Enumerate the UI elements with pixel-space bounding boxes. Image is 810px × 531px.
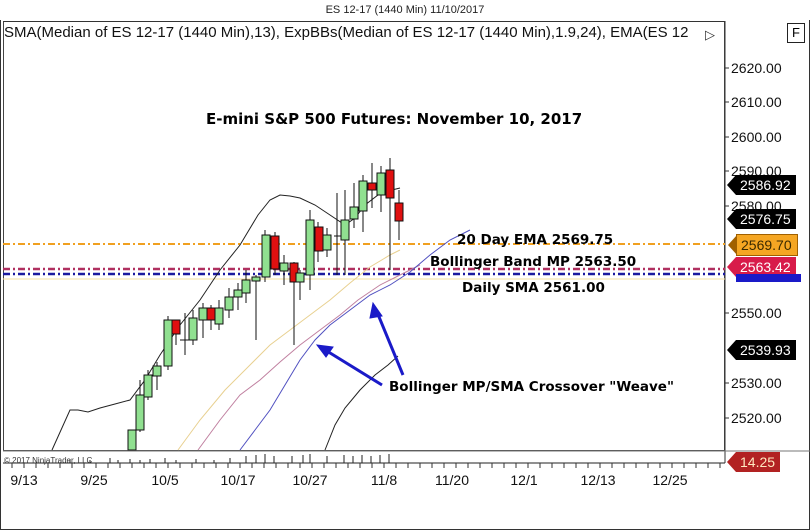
y-label: 2520.00 [731, 410, 782, 426]
sma-annotation: Daily SMA 2561.00 [462, 280, 605, 296]
volume-bars [69, 454, 390, 463]
bb-mp-annotation: Bollinger Band MP 2563.50 [430, 254, 637, 270]
weave-annotation: Bollinger MP/SMA Crossover "Weave" [389, 379, 674, 395]
indicator-label: SMA(Median of ES 12-17 (1440 Min),13), E… [4, 24, 689, 41]
ema-annotation: 20 Day EMA 2569.75 [457, 232, 614, 248]
y-label: 2530.00 [731, 375, 782, 391]
y-label: 2550.00 [731, 305, 782, 321]
price-tag-last: 2576.75 [727, 209, 796, 229]
x-label: 11/8 [370, 472, 398, 488]
x-label: 12/13 [580, 472, 616, 488]
f-button[interactable]: F [787, 23, 805, 43]
scroll-right-icon[interactable]: ▷ [705, 27, 715, 42]
ema-curve [177, 249, 401, 451]
x-label: 10/27 [292, 472, 328, 488]
price-tag-upper-band: 2586.92 [727, 175, 796, 195]
price-panel[interactable] [3, 21, 725, 451]
y-ticks [725, 67, 729, 419]
window-title: ES 12-17 (1440 Min) 11/10/2017 [325, 4, 485, 16]
chart-title: E-mini S&P 500 Futures: November 10, 201… [206, 110, 583, 128]
candles [127, 158, 404, 451]
copyright: © 2017 NinjaTrader, LLC [4, 456, 93, 465]
x-label: 12/1 [510, 472, 538, 488]
x-label: 10/17 [220, 472, 256, 488]
sma-curve [239, 229, 471, 451]
bollinger-lower-band [324, 355, 399, 451]
x-label: 9/13 [10, 472, 38, 488]
bollinger-mp-curve [197, 264, 421, 451]
price-tag-bb-mp: 2563.42 [727, 257, 796, 277]
x-label: 9/25 [80, 472, 108, 488]
x-ticks [11, 463, 721, 468]
price-tag-lower-band: 2539.93 [727, 340, 796, 360]
x-label: 12/25 [652, 472, 688, 488]
x-label: 11/20 [435, 472, 469, 488]
x-label: 10/5 [151, 472, 179, 488]
annotation-arrows [315, 301, 405, 387]
price-tag-range: 14.25 [726, 452, 781, 472]
y-label: 2620.00 [731, 60, 782, 76]
y-label: 2610.00 [731, 94, 782, 110]
y-label: 2600.00 [731, 129, 782, 145]
price-tag-sma [736, 274, 801, 282]
price-tag-ema: 2569.70 [728, 234, 798, 256]
